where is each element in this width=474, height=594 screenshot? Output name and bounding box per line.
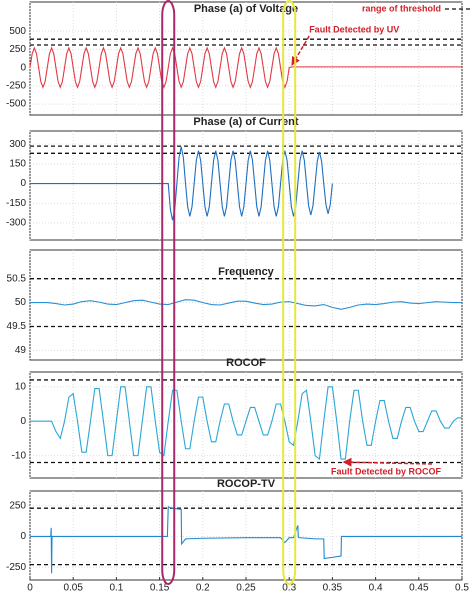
y-tick-label: -300	[6, 218, 26, 229]
y-tick-label: -500	[6, 99, 26, 110]
y-tick-label: 0	[20, 531, 26, 542]
y-tick-label: 0	[20, 416, 26, 427]
y-tick-label: 0	[20, 62, 26, 73]
y-tick-label: 500	[9, 26, 26, 37]
y-tick-label: 49.5	[7, 321, 27, 332]
y-tick-label: 300	[9, 139, 26, 150]
x-tick-label: 0.35	[323, 583, 343, 594]
y-tick-label: 0	[20, 178, 26, 189]
panel-title: Frequency	[218, 266, 275, 278]
y-tick-label: 49	[15, 345, 27, 356]
data-line	[30, 386, 462, 461]
y-tick-label: -250	[6, 562, 26, 573]
highlight-marker	[161, 0, 176, 585]
x-tick-label: 0.15	[150, 583, 170, 594]
panel-title: ROCOF	[226, 357, 266, 369]
y-tick-label: 50.5	[7, 273, 27, 284]
y-tick-label: 150	[9, 158, 26, 169]
panel-title: Phase (a) of Voltage	[194, 3, 298, 15]
x-tick-label: 0.1	[109, 583, 123, 594]
legend-label: range of threshold	[362, 3, 441, 13]
annotation: Fault Detected by UV	[309, 24, 399, 34]
y-tick-label: 10	[15, 381, 27, 392]
x-tick-label: 0.5	[455, 583, 469, 594]
x-tick-label: 0.05	[63, 583, 83, 594]
x-tick-label: 0.45	[409, 583, 429, 594]
x-tick-label: 0.25	[236, 583, 256, 594]
annotation: Fault Detected by ROCOF	[331, 466, 442, 476]
y-tick-label: -250	[6, 80, 26, 91]
data-line	[30, 299, 462, 310]
highlight-marker	[282, 0, 297, 585]
panel-title: ROCOP-TV	[217, 478, 276, 490]
x-tick-label: 0.3	[282, 583, 296, 594]
y-tick-label: 50	[15, 297, 27, 308]
x-tick-label: 0.2	[196, 583, 210, 594]
data-line	[30, 506, 462, 574]
y-tick-label: 250	[9, 44, 26, 55]
annotation-arrow	[342, 457, 433, 467]
x-tick-label: 0	[27, 583, 33, 594]
y-tick-label: -10	[12, 450, 27, 461]
y-tick-label: 250	[9, 500, 26, 511]
x-tick-label: 0.4	[369, 583, 383, 594]
panel-title: Phase (a) of Current	[193, 116, 298, 128]
data-line	[30, 146, 333, 221]
y-tick-label: -150	[6, 198, 26, 209]
